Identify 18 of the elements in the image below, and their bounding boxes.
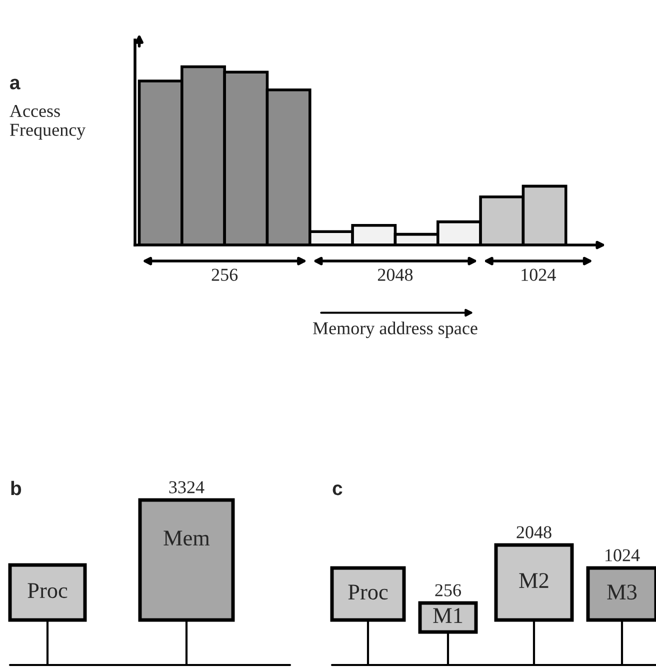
text: 256 [435, 584, 462, 596]
text: Memory address space [313, 322, 478, 338]
chart-title: a [10, 78, 20, 90]
text: Mem [164, 530, 210, 546]
text: 2048 [516, 526, 552, 538]
text: Proc [28, 583, 68, 598]
text: 1024 [522, 268, 556, 281]
text: c [332, 484, 342, 496]
text: M1 [433, 608, 462, 623]
text: 3324 [169, 481, 204, 494]
text: M2 [519, 573, 548, 588]
text: Proc [348, 584, 388, 600]
text: 1024 [606, 549, 640, 562]
text: M3 [607, 584, 637, 600]
text: b [11, 480, 22, 496]
y-axis-title: Access Frequency [10, 104, 86, 140]
text: 256 [212, 268, 238, 281]
text: 2048 [378, 268, 413, 281]
